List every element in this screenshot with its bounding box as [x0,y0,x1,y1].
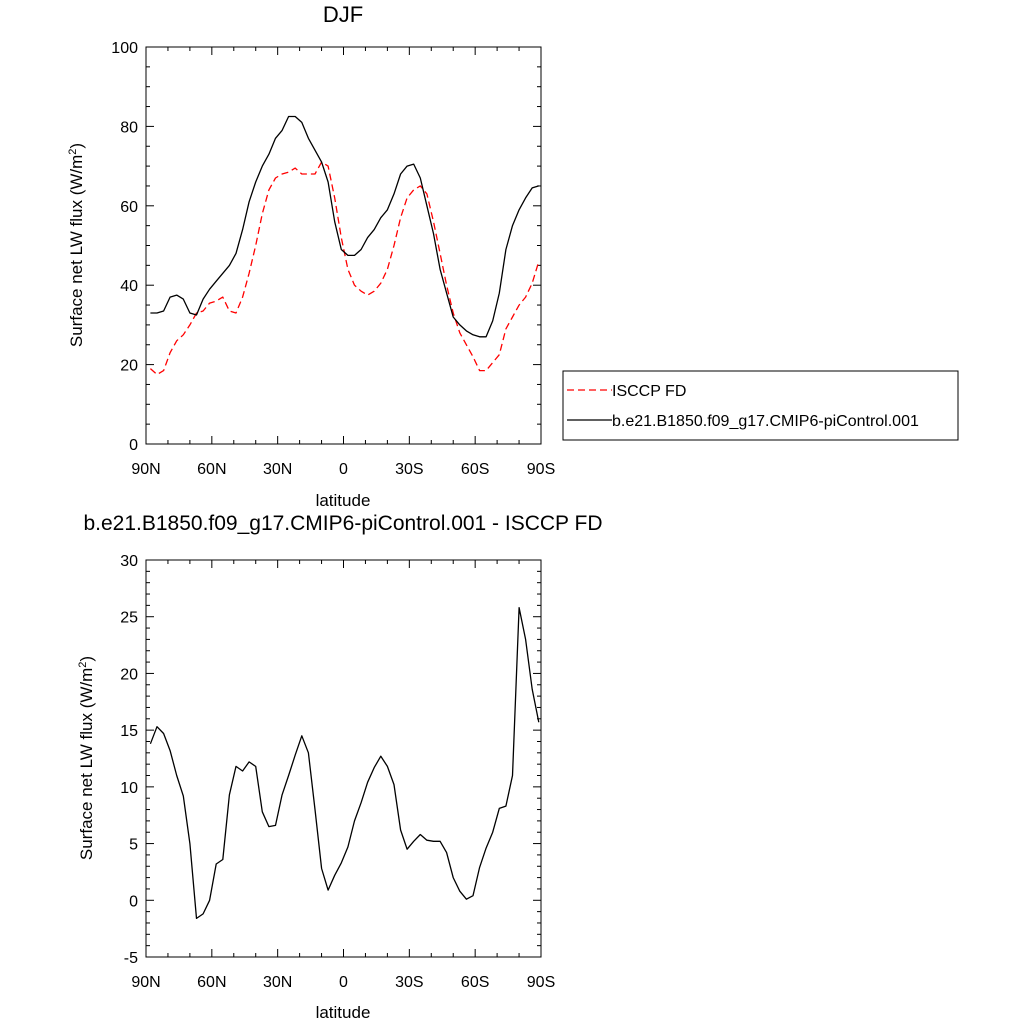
series-lines [149,606,540,920]
y-tick-label: 25 [120,610,138,627]
series-lines [149,115,540,376]
y-tick-label: 0 [129,437,138,454]
x-tick-label: 30N [263,974,292,991]
y-tick-label: 15 [120,723,138,740]
y-axis-label-close: ) [77,656,96,662]
y-tick-label: 60 [120,199,138,216]
series-line-0 [149,161,540,376]
y-axis-label-close: ) [67,143,86,149]
y-tick-label: 100 [111,40,138,57]
y-axis-label: Surface net LW flux (W/m2) [67,143,86,347]
legend-label-isccp: ISCCP FD [612,383,686,400]
x-tick-label: 60N [197,461,226,478]
plot-frame [145,46,542,445]
y-axis-ticks: -5 0 5 10 15 20 25 30 [120,553,541,967]
y-tick-label: 0 [129,893,138,910]
y-axis-ticks: 0 20 40 60 80 100 [111,40,541,454]
y-tick-label: 30 [120,553,138,570]
x-tick-label: 60S [461,974,489,991]
y-axis-label-main: Surface net LW flux (W/m [67,155,86,347]
x-tick-label: 30S [395,974,423,991]
y-axis-label-main: Surface net LW flux (W/m [77,668,96,860]
x-tick-label: 0 [339,974,348,991]
x-axis-label: latitude [316,1003,371,1022]
y-axis-label-sup: 2 [67,149,79,155]
y-tick-label: 20 [120,358,138,375]
y-axis-label: Surface net LW flux (W/m2) [77,656,96,860]
djf-line-chart: DJF 0 20 40 60 80 100 90N 60N 30N 0 30S 60S 90S lat… [67,2,959,510]
x-axis-label: latitude [316,491,371,510]
chart-title: b.e21.B1850.f09_g17.CMIP6-piControl.001 … [83,512,602,535]
y-tick-label: 10 [120,780,138,797]
difference-line-chart: b.e21.B1850.f09_g17.CMIP6-piControl.001 … [77,512,603,1022]
series-line-0 [149,606,540,920]
legend-box [562,370,959,441]
y-tick-label: 20 [120,666,138,683]
x-axis-ticks: 90N 60N 30N 0 30S 60S 90S [131,47,555,478]
x-tick-label: 90S [527,974,555,991]
y-tick-label: -5 [124,950,138,967]
chart-title: DJF [323,2,363,27]
y-tick-label: 40 [120,278,138,295]
plot-frame [145,559,542,958]
x-tick-label: 0 [339,461,348,478]
y-axis-label-sup: 2 [77,662,89,668]
legend-label-model: b.e21.B1850.f09_g17.CMIP6-piControl.001 [612,413,919,430]
x-tick-label: 30N [263,461,292,478]
x-tick-label: 60S [461,461,489,478]
x-tick-label: 90N [131,461,160,478]
y-tick-label: 80 [120,119,138,136]
x-tick-label: 90N [131,974,160,991]
x-tick-label: 60N [197,974,226,991]
series-line-1 [150,115,539,338]
x-tick-label: 30S [395,461,423,478]
x-axis-ticks: 90N 60N 30N 0 30S 60S 90S [131,560,555,991]
legend: ISCCP FD b.e21.B1850.f09_g17.CMIP6-piCon… [562,370,959,441]
y-tick-label: 5 [129,837,138,854]
x-tick-label: 90S [527,461,555,478]
